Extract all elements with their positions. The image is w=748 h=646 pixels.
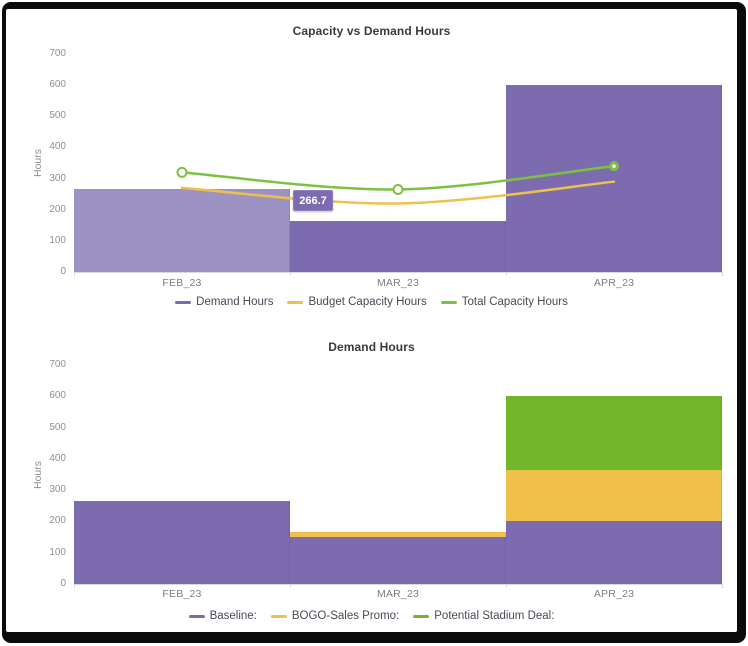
y-tick-label: 0 xyxy=(60,578,66,589)
y-tick-label: 600 xyxy=(49,79,66,91)
legend-item-budget-capacity-hours[interactable]: Budget Capacity Hours xyxy=(287,296,427,308)
legend-label: BOGO-Sales Promo: xyxy=(291,610,400,622)
x-axis-line xyxy=(74,584,722,585)
y-tick-label: 0 xyxy=(60,266,66,277)
y-tick-label: 500 xyxy=(49,110,66,122)
bar-segment-bogo-sales-promo--apr_23[interactable] xyxy=(506,469,722,522)
x-axis-tick xyxy=(506,272,507,276)
y-tick-label: 200 xyxy=(49,515,66,527)
y-tick-label: 200 xyxy=(49,203,66,215)
x-axis-tick xyxy=(722,584,723,588)
legend-label: Potential Stadium Deal: xyxy=(434,610,555,622)
legend-label: Total Capacity Hours xyxy=(461,296,568,308)
legend-bottom-chart: Baseline: BOGO-Sales Promo: Potential Stad… xyxy=(6,610,737,622)
x-axis-label: MAR_23 xyxy=(376,277,420,289)
legend-item-total-capacity-hours[interactable]: Total Capacity Hours xyxy=(440,296,568,308)
bar-segment-demand-hours-feb_23[interactable] xyxy=(74,188,290,272)
line-marker[interactable] xyxy=(392,183,404,195)
legend-label: Demand Hours xyxy=(196,296,274,308)
legend-label: Budget Capacity Hours xyxy=(308,296,427,308)
legend-label: Baseline: xyxy=(209,610,257,622)
y-tick-label: 600 xyxy=(49,390,66,402)
y-tick-label: 400 xyxy=(49,452,66,464)
bar-segment-demand-hours-apr_23[interactable] xyxy=(506,85,722,272)
legend-item-potential-stadium-deal-[interactable]: Potential Stadium Deal: xyxy=(413,610,554,622)
y-tick-label: 400 xyxy=(49,141,66,153)
y-tick-label: 300 xyxy=(49,172,66,184)
y-tick-label: 700 xyxy=(49,48,66,59)
y-tick-label: 700 xyxy=(49,359,66,370)
legend-dash-icon xyxy=(287,300,304,304)
line-marker[interactable] xyxy=(176,166,188,178)
x-axis-label: APR_23 xyxy=(593,588,635,600)
legend-top-chart: Demand Hours Budget Capacity Hours Total C… xyxy=(6,296,737,308)
legend-dash-icon xyxy=(413,614,430,618)
x-axis-label: FEB_23 xyxy=(162,277,202,289)
y-tick-label: 100 xyxy=(49,546,66,558)
legend-item-baseline-[interactable]: Baseline: xyxy=(188,610,257,622)
bar-segment-bogo-sales-promo--mar_23[interactable] xyxy=(290,531,506,538)
x-axis-line xyxy=(74,272,722,273)
y-tick-label: 300 xyxy=(49,484,66,496)
x-axis-label: MAR_23 xyxy=(376,588,420,600)
x-axis-tick xyxy=(74,272,75,276)
legend-dash-icon xyxy=(188,614,205,618)
y-tick-label: 500 xyxy=(49,421,66,433)
bar-segment-baseline--apr_23[interactable] xyxy=(506,521,722,584)
bar-segment-baseline--feb_23[interactable] xyxy=(74,500,290,584)
x-axis-label: FEB_23 xyxy=(162,588,202,600)
bar-segment-demand-hours-mar_23[interactable] xyxy=(290,220,506,272)
chart-title-capacity-vs-demand: Capacity vs Demand Hours xyxy=(292,24,451,38)
tooltip-value: 266.7 xyxy=(293,190,333,211)
legend-item-demand-hours[interactable]: Demand Hours xyxy=(175,296,273,308)
bar-segment-potential-stadium-deal--apr_23[interactable] xyxy=(506,396,722,470)
x-axis-tick xyxy=(722,272,723,276)
legend-item-bogo-sales-promo-[interactable]: BOGO-Sales Promo: xyxy=(270,610,400,622)
legend-dash-icon xyxy=(175,300,192,304)
x-axis-tick xyxy=(290,584,291,588)
x-axis-tick xyxy=(290,272,291,276)
legend-dash-icon xyxy=(440,300,457,304)
legend-dash-icon xyxy=(270,614,287,618)
x-axis-label: APR_23 xyxy=(593,277,635,289)
bar-segment-baseline--mar_23[interactable] xyxy=(290,537,506,584)
y-tick-label: 100 xyxy=(49,234,66,246)
chart-title-demand-hours: Demand Hours xyxy=(328,340,415,354)
x-axis-tick xyxy=(74,584,75,588)
x-axis-tick xyxy=(506,584,507,588)
